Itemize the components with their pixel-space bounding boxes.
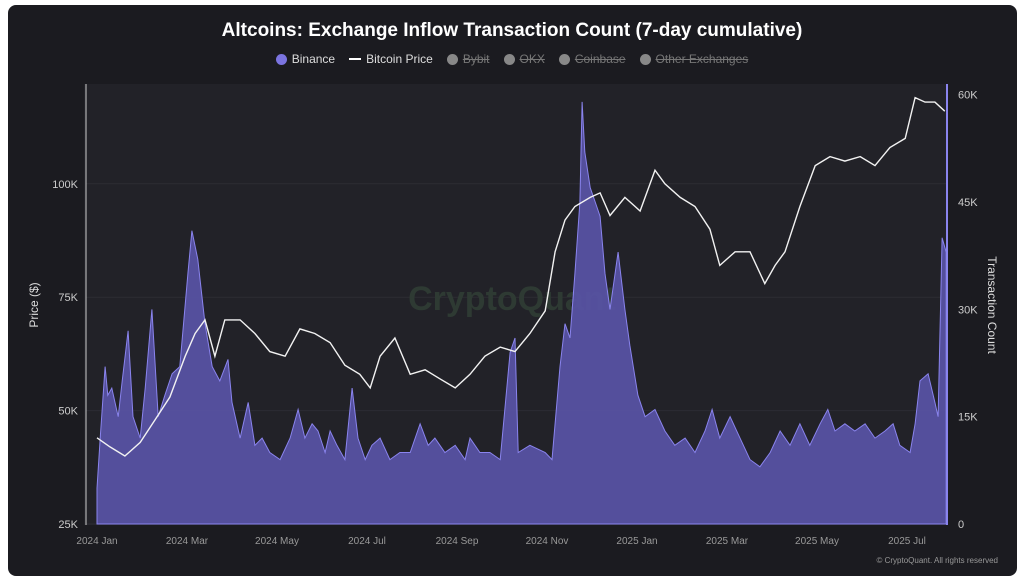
x-tick-label: 2024 Nov [526,536,569,547]
y-right-tick-label: 30K [958,304,978,316]
legend-item-bybit[interactable]: Bybit [446,52,490,66]
x-tick-label: 2024 Jul [348,536,386,547]
bitcoin-price-line [96,96,946,457]
chart-title: Altcoins: Exchange Inflow Transaction Co… [221,20,803,41]
y-right-tick-label: 0 [958,519,964,531]
y-right-tick-label: 15K [958,412,978,424]
legend-label: Bybit [462,52,490,66]
copyright: © CryptoQuant. All rights reserved [877,556,999,565]
legend-label: OKX [519,52,545,66]
x-tick-label: 2024 May [255,536,299,547]
x-tick-label: 2025 Mar [706,536,749,547]
x-tick-label: 2025 Jan [616,536,657,547]
legend-label: Binance [291,52,336,66]
legend-item-coinbase[interactable]: Coinbase [558,52,626,66]
legend-label: Other Exchanges [655,52,749,66]
legend-label: Coinbase [574,52,626,66]
coinbase-swatch-icon [558,53,570,65]
y-left-tick-label: 75K [58,292,78,304]
legend-item-other-exchanges[interactable]: Other Exchanges [639,52,749,66]
legend-label: Bitcoin Price [366,52,433,66]
x-tick-label: 2025 Jul [888,536,926,547]
legend-item-bitcoin-price[interactable]: Bitcoin Price [349,52,433,66]
line-swatch-icon [349,58,362,60]
x-tick-label: 2024 Mar [166,536,209,547]
legend-item-binance[interactable]: Binance [275,52,336,66]
y-left-tick-label: 50K [58,406,78,418]
binance-swatch-icon [275,53,287,65]
other-swatch-icon [639,53,651,65]
left-axis-label: Price ($) [27,282,41,327]
okx-swatch-icon [503,53,515,65]
y-right-tick-label: 60K [958,90,978,102]
legend: Binance Bitcoin Price Bybit OKX Coinbase… [0,52,1024,66]
binance-area [96,101,947,525]
x-tick-label: 2024 Sep [436,536,479,547]
y-left-tick-label: 25K [58,519,78,531]
legend-item-okx[interactable]: OKX [503,52,545,66]
x-tick-label: 2025 May [795,536,839,547]
y-right-tick-label: 45K [958,197,978,209]
y-left-tick-label: 100K [52,179,78,191]
x-tick-label: 2024 Jan [76,536,117,547]
bybit-swatch-icon [446,53,458,65]
right-axis-label: Transaction Count [985,256,999,354]
